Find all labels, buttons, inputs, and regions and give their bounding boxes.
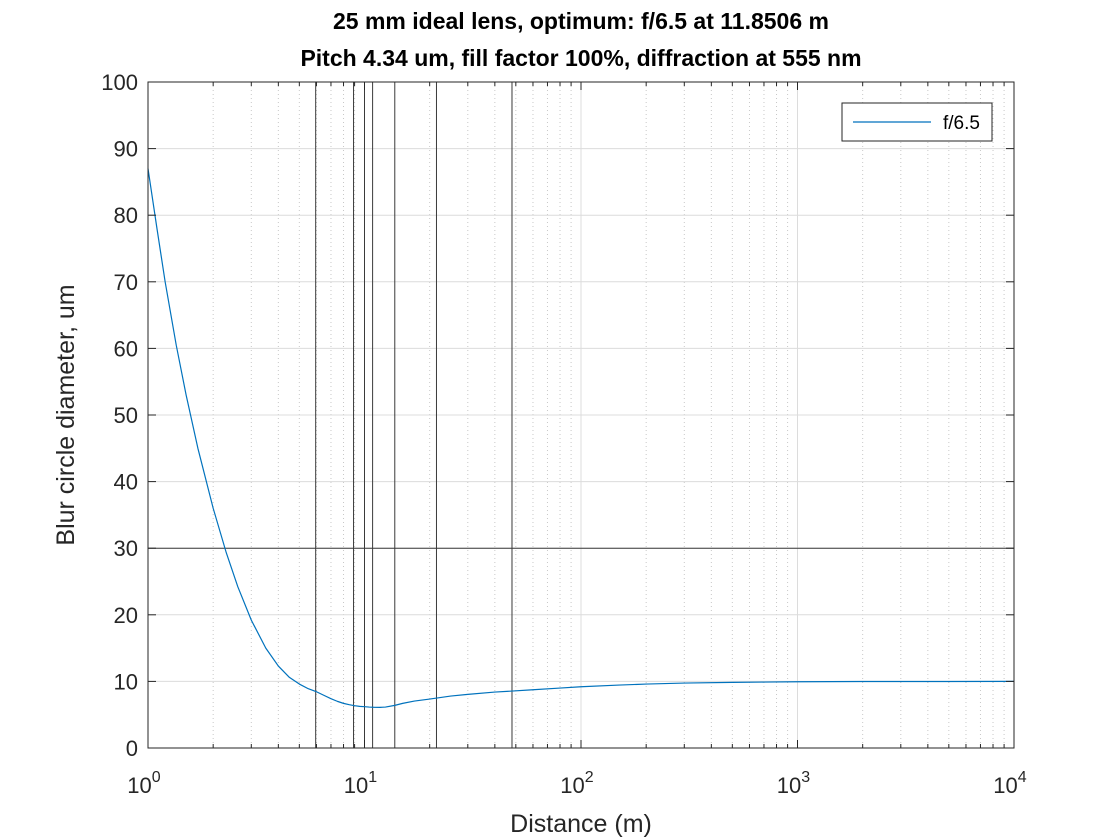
y-tick-label: 60 <box>114 336 138 361</box>
y-tick-labels: 0 10 20 30 40 50 60 70 80 90 100 <box>101 70 138 761</box>
series-layer <box>147 168 1015 708</box>
series-line <box>147 168 1015 708</box>
x-tick-label: 101 <box>344 769 377 798</box>
x-tick-label: 102 <box>560 769 593 798</box>
y-tick-label: 70 <box>114 270 138 295</box>
y-tick-label: 90 <box>114 137 138 162</box>
x-tick-labels: 100 101 102 103 104 <box>127 769 1026 798</box>
x-axis-label: Distance (m) <box>510 810 652 838</box>
chart-title-line-2: Pitch 4.34 um, fill factor 100%, diffrac… <box>300 45 862 71</box>
x-tick-label: 100 <box>127 769 160 798</box>
y-tick-label: 20 <box>114 603 138 628</box>
reference-lines <box>148 82 1014 748</box>
legend[interactable]: f/6.5 <box>841 102 993 142</box>
y-tick-label: 10 <box>114 669 138 694</box>
y-tick-label: 40 <box>114 470 138 495</box>
y-tick-label: 0 <box>126 736 138 761</box>
legend-entry-label: f/6.5 <box>943 113 980 134</box>
y-axis-label: Blur circle diameter, um <box>52 284 80 545</box>
x-tick-label: 104 <box>993 769 1026 798</box>
y-tick-label: 50 <box>114 403 138 428</box>
y-tick-label: 30 <box>114 536 138 561</box>
chart-title-line-1: 25 mm ideal lens, optimum: f/6.5 at 11.8… <box>333 8 829 34</box>
axis-ticks <box>147 81 1015 749</box>
x-tick-label: 103 <box>777 769 810 798</box>
y-tick-label: 80 <box>114 203 138 228</box>
y-tick-label: 100 <box>101 70 138 95</box>
